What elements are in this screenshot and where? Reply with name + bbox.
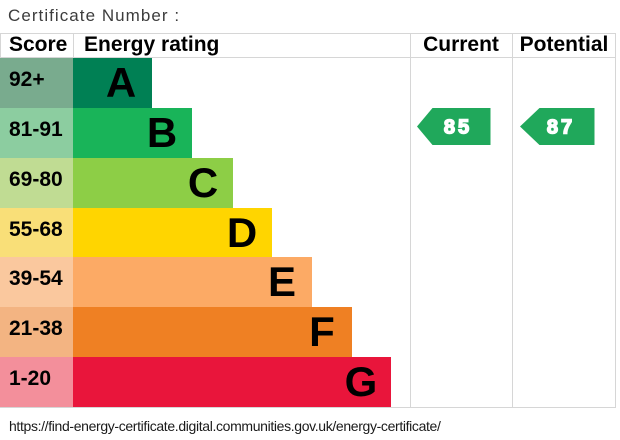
- svg-text:85: 85: [444, 117, 472, 139]
- svg-text:87: 87: [547, 117, 575, 139]
